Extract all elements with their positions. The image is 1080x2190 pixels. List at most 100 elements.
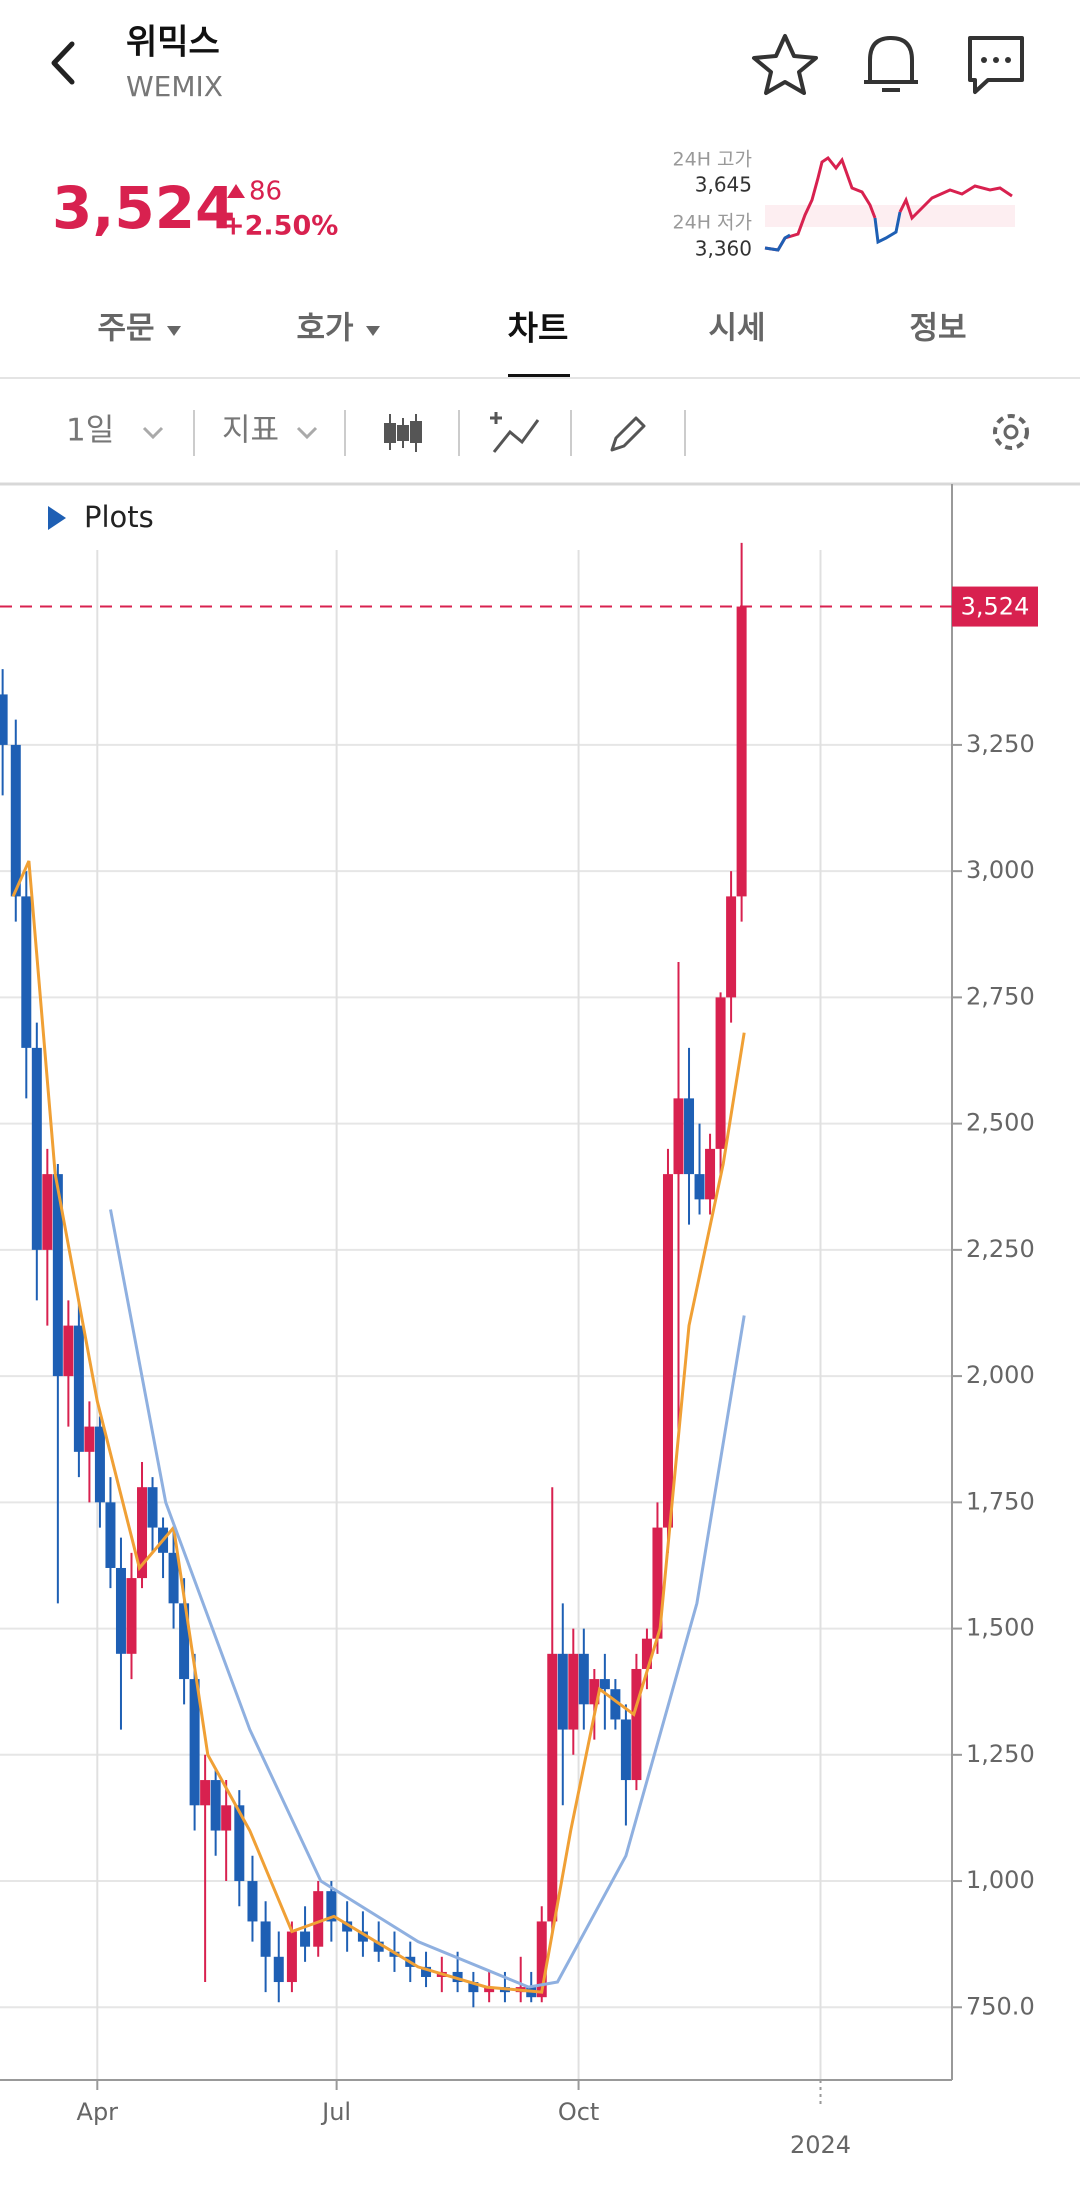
candle-type-icon[interactable] [384,414,422,452]
price-change: 86 [249,177,282,207]
ma-line [11,860,746,1994]
candle-body [234,1805,245,1882]
y-tick-label: 750.0 [966,1992,1035,2020]
high-label: 24H 고가 [673,149,752,171]
y-tick-label: 3,000 [966,856,1035,884]
candle-body [31,1047,42,1250]
chat-dot [1005,57,1011,63]
x-tick-label: Oct [558,2098,600,2126]
candle-body [568,1653,579,1730]
x-tick-label: Apr [77,2098,119,2126]
candle-body [452,1971,463,1983]
candle-body [421,1966,432,1977]
candle-body [673,1098,684,1175]
candle-body [536,1921,547,1998]
settings-icon[interactable] [993,414,1029,450]
candle-body [484,1987,495,1993]
favorite-icon[interactable] [752,34,818,95]
candle-body [620,1719,631,1781]
candle-body [662,1174,673,1528]
toolbar-dividers [193,410,686,456]
coin-symbol: WEMIX [126,70,223,103]
candle-body [42,1174,53,1250]
tab[interactable]: 시세 [708,311,765,347]
candle-body [694,1174,705,1200]
sparkline-down [873,211,902,245]
y-tick-label: 2,250 [966,1235,1035,1263]
chat-dot [993,57,999,63]
candle-body [357,1931,368,1942]
candle-body [137,1487,148,1579]
candle-body [126,1578,137,1654]
high-value: 3,645 [695,173,752,197]
low-label: 24H 저가 [673,212,752,234]
candle-body [300,1931,311,1947]
x-tick-label: Jul [320,2098,351,2126]
chevron [296,426,318,440]
candle-body [326,1891,337,1922]
candle-body [260,1921,271,1957]
candle-body [652,1527,663,1639]
candle-body [589,1679,600,1705]
candle-body [52,1174,63,1377]
candle-body [73,1325,84,1452]
candle-body [147,1487,158,1528]
candle-body [84,1426,95,1452]
candle-body [599,1679,610,1690]
candle-body [715,997,726,1149]
tab-caret [167,326,181,336]
tab[interactable]: 정보 [909,311,966,347]
indicator-selector[interactable]: 지표 [222,413,279,449]
chevron [142,426,164,440]
y-tick-label: 3,250 [966,730,1035,758]
candle-body [641,1638,652,1669]
period-selector[interactable]: 1일 [66,413,114,449]
legend-toggle[interactable] [48,506,66,530]
coin-name: 위믹스 [126,23,220,63]
legend-label: Plots [84,500,154,534]
candle-body [179,1603,190,1680]
sparkline-up [898,184,1013,221]
candle-body [105,1502,116,1568]
y-tick-label: 1,750 [966,1487,1035,1515]
candle-body [468,1982,479,1993]
plot-area: 750.0 1,000 1,250 1,500 1,750 2,000 2,250 2,500… [0,484,1038,2159]
x-tick-label: 2024 [790,2131,851,2159]
y-tick-label: 2,750 [966,982,1035,1010]
candle-body [547,1653,558,1922]
back-button[interactable] [51,41,75,85]
settings-icon-core [1003,424,1019,440]
sparkline-down [764,233,791,252]
pen-icon[interactable] [610,416,646,452]
candle-body [610,1689,621,1720]
price-tag [952,586,1038,627]
low-value: 3,360 [695,237,752,261]
sparkline-bg [765,205,1015,227]
chat-dot [981,57,987,63]
drawing-tool-icon[interactable] [490,412,540,453]
candle-body [373,1941,384,1952]
candle-body [168,1552,179,1604]
y-tick-label: 1,500 [966,1614,1035,1642]
tab-underline [508,374,570,379]
candle-body [221,1805,232,1831]
tab-active[interactable]: 차트 [508,309,569,348]
chat-icon[interactable] [968,36,1024,94]
candle-body [286,1931,297,1983]
tab[interactable]: 주문 [97,311,154,347]
y-tick-label: 2,500 [966,1109,1035,1137]
sparkline-up [764,155,877,252]
candle-body [63,1325,74,1377]
candle-body [210,1780,221,1831]
current-price: 3,524 [52,174,235,242]
up-triangle [227,184,245,198]
candle-body [342,1921,353,1932]
alert-icon[interactable] [864,36,918,92]
candle-body [189,1679,200,1806]
candle-body [10,744,21,897]
candle-body [115,1567,126,1654]
y-tick-label: 2,000 [966,1361,1035,1389]
candle-body [0,694,8,745]
tab[interactable]: 호가 [296,311,354,347]
